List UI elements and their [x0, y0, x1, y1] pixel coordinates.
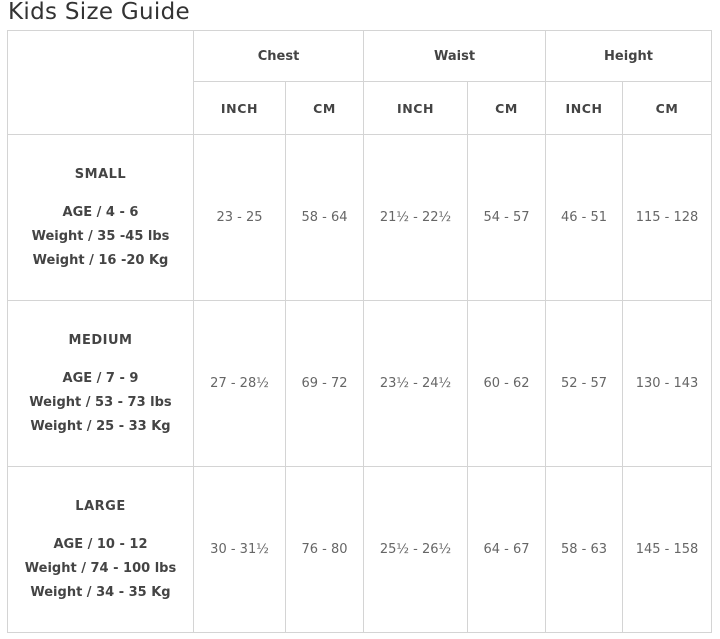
value-cell: 64 - 67	[467, 466, 547, 633]
size-weight-lbs: Weight / 53 - 73 lbs	[29, 394, 172, 410]
table-row-large: LARGE AGE / 10 - 12 Weight / 74 - 100 lbs W…	[7, 466, 713, 633]
size-name: LARGE	[75, 498, 126, 514]
unit-header-row: INCH CM INCH CM INCH CM	[8, 81, 713, 135]
size-age: AGE / 10 - 12	[53, 536, 148, 552]
unit-header: INCH	[545, 81, 624, 135]
value-cell: 58 - 63	[545, 466, 624, 633]
group-header-row: Chest Waist Height	[7, 30, 713, 135]
group-header-waist: Waist	[363, 30, 547, 82]
value-cell: 115 - 128	[622, 134, 713, 301]
value-cell: 60 - 62	[467, 300, 547, 467]
unit-header: INCH	[363, 81, 469, 135]
value-cell: 23½ - 24½	[363, 300, 469, 467]
value-cell: 130 - 143	[622, 300, 713, 467]
size-name: SMALL	[74, 166, 127, 182]
unit-header: CM	[467, 81, 547, 135]
value-cell: 25½ - 26½	[363, 466, 469, 633]
value-cell: 54 - 57	[467, 134, 547, 301]
size-cell: SMALL AGE / 4 - 6 Weight / 35 -45 lbs Weigh…	[7, 134, 194, 301]
group-header-height: Height	[545, 30, 713, 82]
size-weight-kg: Weight / 25 - 33 Kg	[30, 418, 171, 434]
unit-header: INCH	[193, 81, 286, 135]
value-cell: 46 - 51	[545, 134, 624, 301]
size-name: MEDIUM	[68, 332, 133, 348]
value-cell: 76 - 80	[284, 466, 365, 633]
size-weight-lbs: Weight / 74 - 100 lbs	[24, 560, 177, 576]
size-age: AGE / 4 - 6	[62, 204, 139, 220]
value-cell: 21½ - 22½	[363, 134, 469, 301]
size-cell: MEDIUM AGE / 7 - 9 Weight / 53 - 73 lbs Wei…	[7, 300, 194, 467]
value-cell: 58 - 64	[284, 134, 365, 301]
value-cell: 69 - 72	[284, 300, 365, 467]
unit-header: CM	[622, 81, 713, 135]
unit-header: CM	[284, 81, 365, 135]
value-cell: 23 - 25	[193, 134, 286, 301]
table-row-medium: MEDIUM AGE / 7 - 9 Weight / 53 - 73 lbs Wei…	[7, 300, 713, 467]
size-weight-kg: Weight / 16 -20 Kg	[32, 252, 169, 268]
value-cell: 52 - 57	[545, 300, 624, 467]
size-weight-lbs: Weight / 35 -45 lbs	[31, 228, 170, 244]
group-header-chest: Chest	[192, 30, 365, 82]
size-guide-table: Chest Waist Height INCH CM INCH CM INCH …	[7, 30, 713, 633]
size-weight-kg: Weight / 34 - 35 Kg	[30, 584, 171, 600]
size-age: AGE / 7 - 9	[62, 370, 139, 386]
size-cell: LARGE AGE / 10 - 12 Weight / 74 - 100 lbs W…	[7, 466, 194, 633]
value-cell: 30 - 31½	[193, 466, 286, 633]
value-cell: 27 - 28½	[193, 300, 286, 467]
page-title: Kids Size Guide	[8, 0, 190, 25]
value-cell: 145 - 158	[622, 466, 713, 633]
table-row-small: SMALL AGE / 4 - 6 Weight / 35 -45 lbs Weigh…	[7, 134, 713, 301]
corner-cell	[7, 30, 194, 135]
